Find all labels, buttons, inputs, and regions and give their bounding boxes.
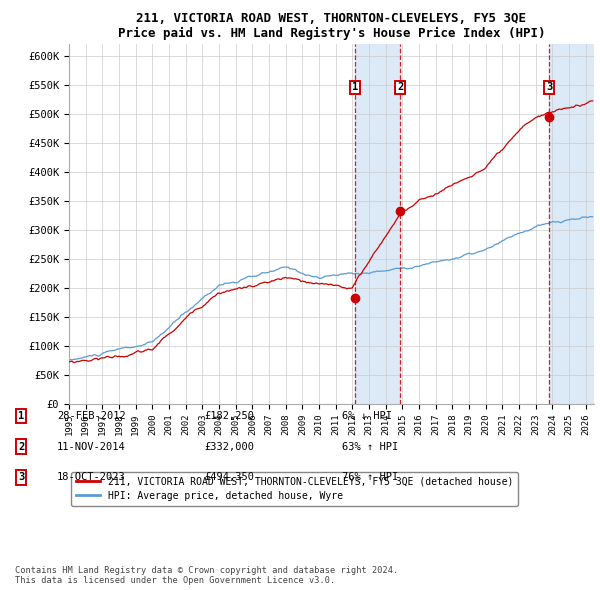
Text: £182,250: £182,250 [204,411,254,421]
Text: 3: 3 [546,83,552,93]
Title: 211, VICTORIA ROAD WEST, THORNTON-CLEVELEYS, FY5 3QE
Price paid vs. HM Land Regi: 211, VICTORIA ROAD WEST, THORNTON-CLEVEL… [118,12,545,40]
Text: 18-OCT-2023: 18-OCT-2023 [57,473,126,482]
Text: 63% ↑ HPI: 63% ↑ HPI [342,442,398,451]
Text: 11-NOV-2014: 11-NOV-2014 [57,442,126,451]
Bar [549,44,594,404]
Text: 28-FEB-2012: 28-FEB-2012 [57,411,126,421]
Text: Contains HM Land Registry data © Crown copyright and database right 2024.
This d: Contains HM Land Registry data © Crown c… [15,566,398,585]
Text: £494,350: £494,350 [204,473,254,482]
Text: 2: 2 [397,83,403,93]
Text: £332,000: £332,000 [204,442,254,451]
Text: 76% ↑ HPI: 76% ↑ HPI [342,473,398,482]
Text: 1: 1 [18,411,24,421]
Text: 2: 2 [18,442,24,451]
Legend: 211, VICTORIA ROAD WEST, THORNTON-CLEVELEYS, FY5 3QE (detached house), HPI: Aver: 211, VICTORIA ROAD WEST, THORNTON-CLEVEL… [71,472,518,506]
Bar [355,44,400,404]
Text: 6% ↓ HPI: 6% ↓ HPI [342,411,392,421]
Text: 3: 3 [18,473,24,482]
Text: 1: 1 [352,83,358,93]
